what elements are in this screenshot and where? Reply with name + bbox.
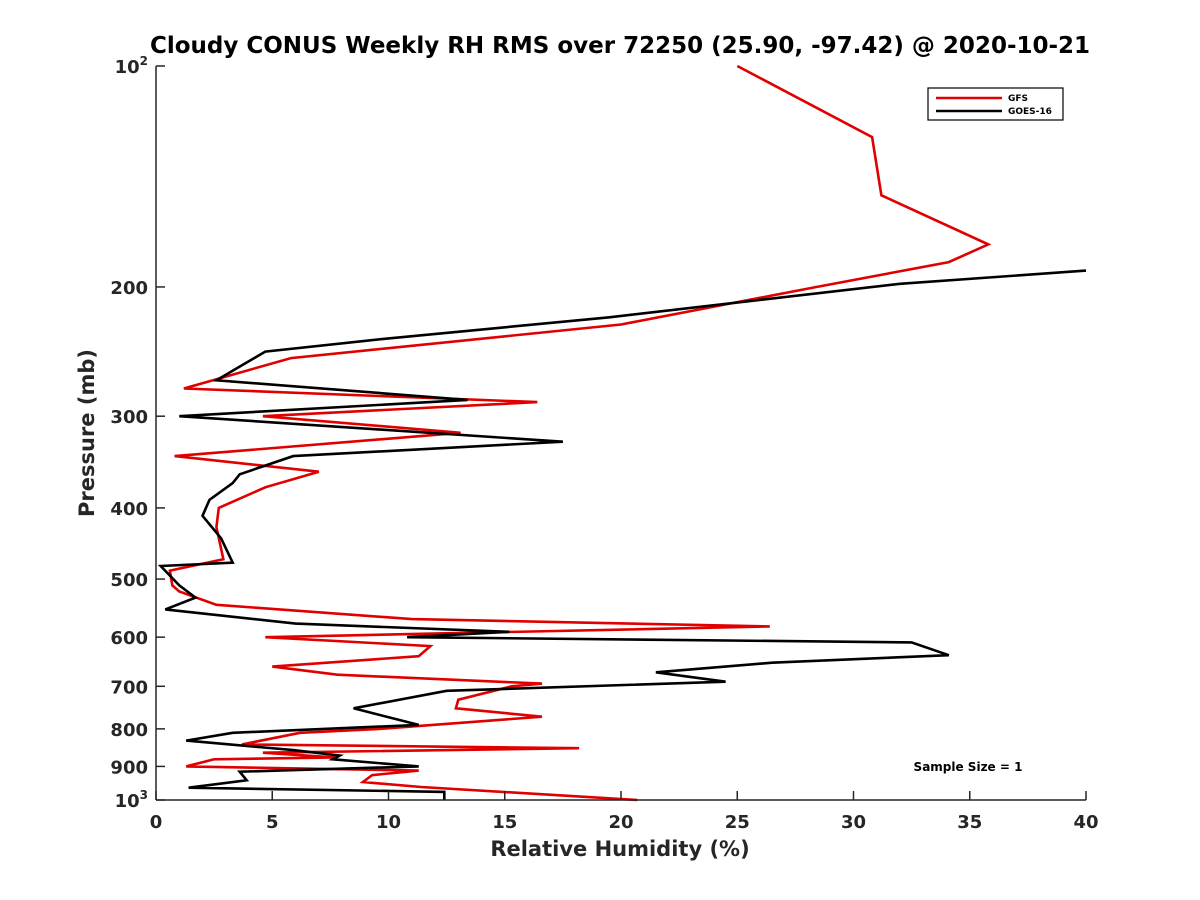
- legend-label-gfs: GFS: [1008, 94, 1028, 104]
- y-tick-label: 800: [110, 720, 148, 741]
- y-tick-label: 600: [110, 628, 148, 649]
- y-axis-label: Pressure (mb): [75, 349, 99, 517]
- sample-size-annotation: Sample Size = 1: [914, 760, 1023, 774]
- y-tick-label: 700: [110, 677, 148, 698]
- x-tick-label: 10: [376, 812, 401, 833]
- axes-layer: [155, 66, 1086, 801]
- x-tick-label: 15: [492, 812, 517, 833]
- y-tick-label: 400: [110, 499, 148, 520]
- series-line-gfs: [168, 64, 992, 802]
- x-axis-label: Relative Humidity (%): [490, 837, 749, 861]
- x-tick-label: 0: [150, 812, 163, 833]
- legend: GFS GOES-16: [927, 87, 1064, 121]
- series-line-goes16: [157, 269, 1087, 800]
- series-layer: [157, 64, 1087, 802]
- y-tick-label: 103: [115, 788, 148, 812]
- chart-title: Cloudy CONUS Weekly RH RMS over 72250 (2…: [150, 33, 1090, 59]
- x-tick-label: 5: [266, 812, 279, 833]
- y-tick-label: 500: [110, 570, 148, 591]
- y-tick-label: 102: [115, 54, 148, 78]
- legend-box: [927, 87, 1064, 121]
- y-tick-label: 300: [110, 407, 148, 428]
- y-tick-label: 900: [110, 757, 148, 778]
- ticks-layer: 0 5 10 15 20 25 30 35 40 102 200 300 400 500 600 700 800…: [110, 54, 1098, 833]
- x-tick-label: 30: [841, 812, 866, 833]
- x-tick-label: 20: [608, 812, 633, 833]
- x-tick-label: 35: [957, 812, 982, 833]
- legend-label-goes16: GOES-16: [1008, 107, 1052, 117]
- y-tick-label: 200: [110, 278, 148, 299]
- x-tick-label: 25: [725, 812, 750, 833]
- x-tick-label: 40: [1073, 812, 1098, 833]
